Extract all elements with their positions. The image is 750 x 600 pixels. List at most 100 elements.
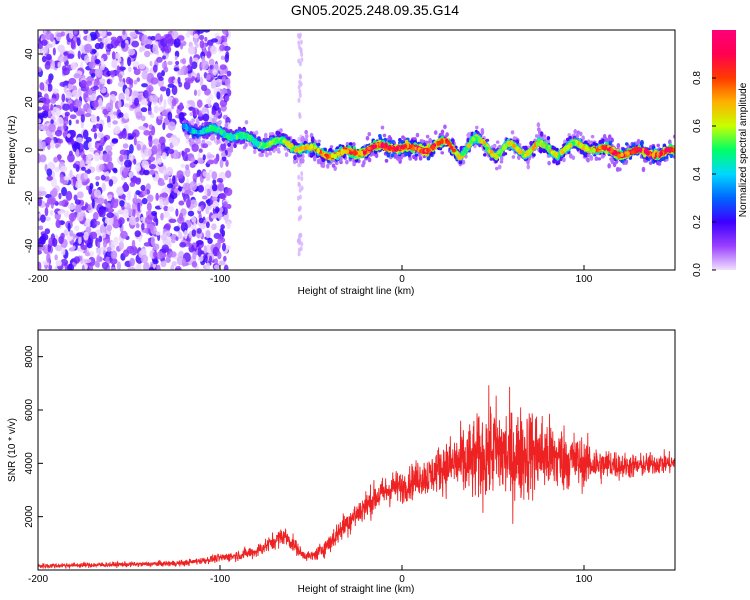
spectrogram-noise-cell — [156, 56, 163, 63]
spectrogram-noise-cell — [152, 44, 159, 55]
spectrogram-noise-cell — [106, 43, 114, 50]
spectrogram-noise-cell — [110, 266, 116, 270]
spectrogram-noise-cell — [68, 212, 77, 222]
spectrogram-noise-cell — [146, 210, 151, 216]
spectrogram-noise-cell — [224, 187, 233, 197]
spectrogram-noise-cell — [204, 187, 208, 198]
spectrogram-noise-cell — [196, 228, 202, 234]
spectrogram-noise-cell — [119, 149, 128, 156]
spectrogram-noise-cell — [196, 99, 203, 108]
spectrogram-noise-cell — [128, 171, 134, 178]
spectrogram-noise-cell — [74, 225, 80, 232]
spectrogram-noise-cell — [211, 183, 218, 192]
spectrogram-noise-cell — [63, 51, 69, 56]
spectrogram-track-cell — [640, 139, 644, 146]
spectrogram-noise-cell — [46, 168, 53, 177]
spectrogram-noise-cell — [214, 258, 219, 265]
spectrogram-noise-cell — [167, 183, 174, 189]
spectrogram-noise-cell — [148, 87, 152, 97]
spectrogram-noise-cell — [223, 255, 227, 262]
spectrogram-noise-cell — [38, 112, 46, 118]
spectrogram-noise-cell — [200, 84, 208, 92]
spectrogram-noise-cell — [298, 232, 302, 238]
spectrogram-noise-cell — [152, 243, 160, 251]
spectrogram-noise-cell — [144, 39, 153, 45]
spectrogram-noise-cell — [128, 78, 134, 85]
spectrogram-noise-cell — [127, 266, 136, 270]
spectrogram-noise-cell — [156, 251, 164, 260]
spectrogram-track-cell — [275, 130, 279, 136]
spectrogram-noise-cell — [84, 43, 93, 53]
spectrogram-noise-cell — [137, 30, 146, 33]
spectrogram-noise-cell — [208, 93, 214, 101]
spectrogram-noise-cell — [95, 181, 100, 187]
spectrogram-noise-cell — [92, 85, 99, 90]
spectrogram-noise-cell — [60, 247, 66, 256]
spectrogram-noise-cell — [89, 231, 98, 240]
spectrogram-noise-cell — [216, 91, 221, 100]
spectrogram-noise-cell — [296, 195, 300, 201]
spectrogram-noise-cell — [86, 34, 92, 43]
spectrogram-noise-cell — [99, 224, 107, 234]
spectrogram-track-cell — [401, 135, 405, 139]
spectrogram-noise-cell — [101, 261, 109, 270]
spectrogram-noise-cell — [106, 79, 111, 85]
spectrogram-noise-cell — [80, 114, 85, 123]
spectrogram-noise-cell — [191, 260, 198, 268]
spectrogram-noise-cell — [152, 64, 158, 73]
spectrogram-noise-cell — [57, 44, 65, 53]
spectrogram-noise-cell — [70, 39, 76, 49]
spectrogram-track-cell — [268, 151, 272, 156]
spectrogram-noise-cell — [41, 34, 46, 40]
spectrogram-noise-cell — [53, 156, 59, 163]
spectrogram-noise-cell — [183, 229, 188, 240]
spectrogram-track-cell — [233, 143, 237, 149]
spectrogram-noise-cell — [175, 267, 181, 270]
spectrogram-noise-cell — [44, 216, 52, 222]
spectrogram-noise-cell — [202, 113, 210, 122]
spectrogram-noise-cell — [114, 198, 119, 203]
spectrogram-track-cell — [252, 149, 257, 154]
spectrogram-noise-cell — [132, 91, 140, 97]
spectrogram-noise-cell — [298, 79, 302, 85]
spectrogram-noise-cell — [297, 97, 301, 103]
spectrogram-noise-cell — [186, 30, 191, 36]
spectrogram-noise-cell — [197, 157, 204, 164]
spectrogram-noise-cell — [50, 119, 54, 125]
spectrogram-noise-cell — [203, 245, 208, 254]
spectrogram-noise-cell — [159, 93, 163, 103]
spectrogram-noise-cell — [133, 97, 140, 107]
spectrogram-noise-cell — [133, 68, 141, 76]
spectrogram-noise-cell — [38, 225, 44, 231]
spectrogram-noise-cell — [169, 251, 177, 258]
spectrogram-track-cell — [586, 157, 590, 163]
spectrogram-noise-cell — [141, 70, 148, 80]
spectrogram-noise-cell — [197, 116, 204, 121]
spectrogram-noise-cell — [202, 143, 209, 149]
spectrogram-noise-cell — [167, 111, 173, 121]
spectrogram-noise-cell — [213, 264, 220, 270]
spectrogram-noise-cell — [175, 60, 180, 66]
spectrogram-track-cell — [201, 139, 206, 144]
spectrogram-track-cell — [415, 132, 420, 138]
spectrogram-noise-cell — [95, 123, 101, 129]
spectrogram-noise-cell — [93, 132, 98, 140]
spectrogram-noise-cell — [212, 179, 217, 185]
spectrogram-noise-cell — [175, 236, 179, 241]
spectrogram-noise-cell — [133, 136, 137, 146]
spectrogram-noise-cell — [106, 161, 114, 171]
spectrogram-noise-cell — [83, 258, 92, 264]
spectrogram-noise-cell — [163, 205, 169, 212]
spectrogram-noise-cell — [104, 175, 110, 182]
spectrogram-noise-cell — [197, 247, 202, 258]
spectrogram-noise-cell — [191, 61, 198, 70]
spectrogram-noise-cell — [118, 240, 124, 251]
spectrogram-noise-cell — [68, 77, 77, 85]
spectrogram-noise-cell — [182, 151, 188, 162]
spectrogram-noise-cell — [50, 139, 55, 149]
spectrogram-track-cell — [578, 131, 583, 137]
spectrogram-track-cell — [239, 140, 244, 145]
spectrogram-noise-cell — [127, 56, 132, 67]
spectrogram-noise-cell — [71, 89, 79, 98]
spectrogram-track-cell — [440, 129, 445, 135]
